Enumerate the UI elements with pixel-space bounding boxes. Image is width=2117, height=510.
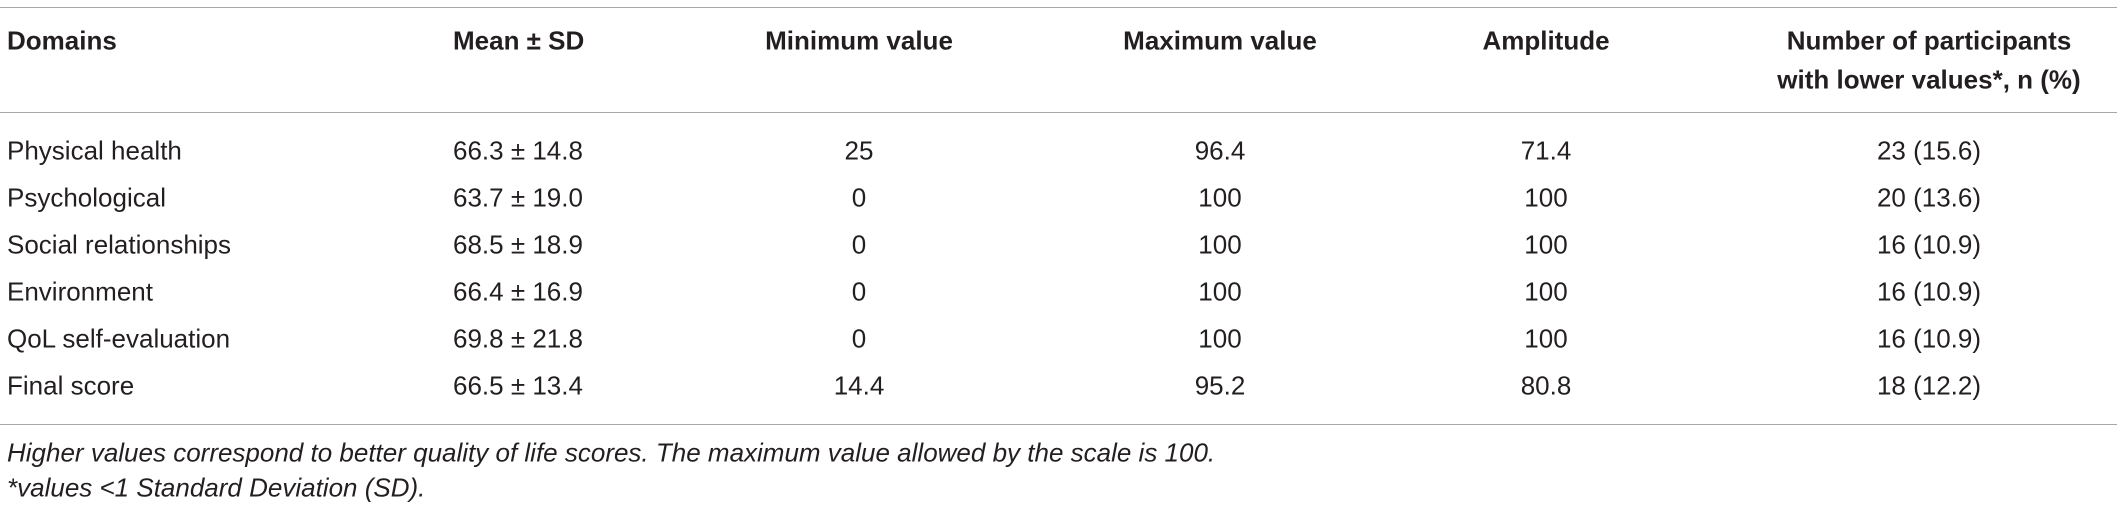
header-rule <box>0 112 2117 113</box>
table-cell: 100 <box>1524 229 1568 260</box>
top-rule <box>0 7 2117 8</box>
column-header: Amplitude <box>1482 25 1610 56</box>
table-cell: 100 <box>1198 229 1242 260</box>
footnote: *values <1 Standard Deviation (SD). <box>7 472 426 503</box>
table-cell: 20 (13.6) <box>1876 182 1982 213</box>
bottom-rule <box>0 424 2117 425</box>
table-cell: 0 <box>851 182 867 213</box>
column-header: Maximum value <box>1123 25 1317 56</box>
table-cell: 0 <box>851 323 867 354</box>
row-label: Physical health <box>7 135 182 166</box>
table-cell: 95.2 <box>1194 370 1246 401</box>
table-cell: 100 <box>1198 182 1242 213</box>
table-cell: 14.4 <box>833 370 885 401</box>
table-cell: 66.3 ± 14.8 <box>453 135 583 166</box>
table-cell: 100 <box>1524 276 1568 307</box>
table-cell: 66.5 ± 13.4 <box>453 370 583 401</box>
table-cell: 68.5 ± 18.9 <box>453 229 583 260</box>
column-header: Domains <box>7 25 117 56</box>
table-cell: 16 (10.9) <box>1876 323 1982 354</box>
table-cell: 80.8 <box>1520 370 1572 401</box>
column-header: Minimum value <box>765 25 953 56</box>
table-cell: 100 <box>1524 323 1568 354</box>
column-header: Mean ± SD <box>453 25 585 56</box>
table-cell: 100 <box>1524 182 1568 213</box>
table-cell: 16 (10.9) <box>1876 276 1982 307</box>
table-cell: 69.8 ± 21.8 <box>453 323 583 354</box>
table-cell: 25 <box>844 135 874 166</box>
table-cell: 96.4 <box>1194 135 1246 166</box>
row-label: Environment <box>7 276 153 307</box>
table-cell: 18 (12.2) <box>1876 370 1982 401</box>
row-label: Social relationships <box>7 229 232 260</box>
footnote: Higher values correspond to better quali… <box>7 437 1216 468</box>
table-cell: 71.4 <box>1520 135 1572 166</box>
row-label: Final score <box>7 370 135 401</box>
table-cell: 16 (10.9) <box>1876 229 1982 260</box>
row-label: Psychological <box>7 182 166 213</box>
table-cell: 100 <box>1198 276 1242 307</box>
column-header: with lower values*, n (%) <box>1777 64 2081 95</box>
table-cell: 0 <box>851 229 867 260</box>
table-cell: 0 <box>851 276 867 307</box>
table-cell: 63.7 ± 19.0 <box>453 182 583 213</box>
column-header: Number of participants <box>1786 25 2072 56</box>
row-label: QoL self-evaluation <box>7 323 231 354</box>
table-cell: 66.4 ± 16.9 <box>453 276 583 307</box>
table-cell: 23 (15.6) <box>1876 135 1982 166</box>
table-cell: 100 <box>1198 323 1242 354</box>
